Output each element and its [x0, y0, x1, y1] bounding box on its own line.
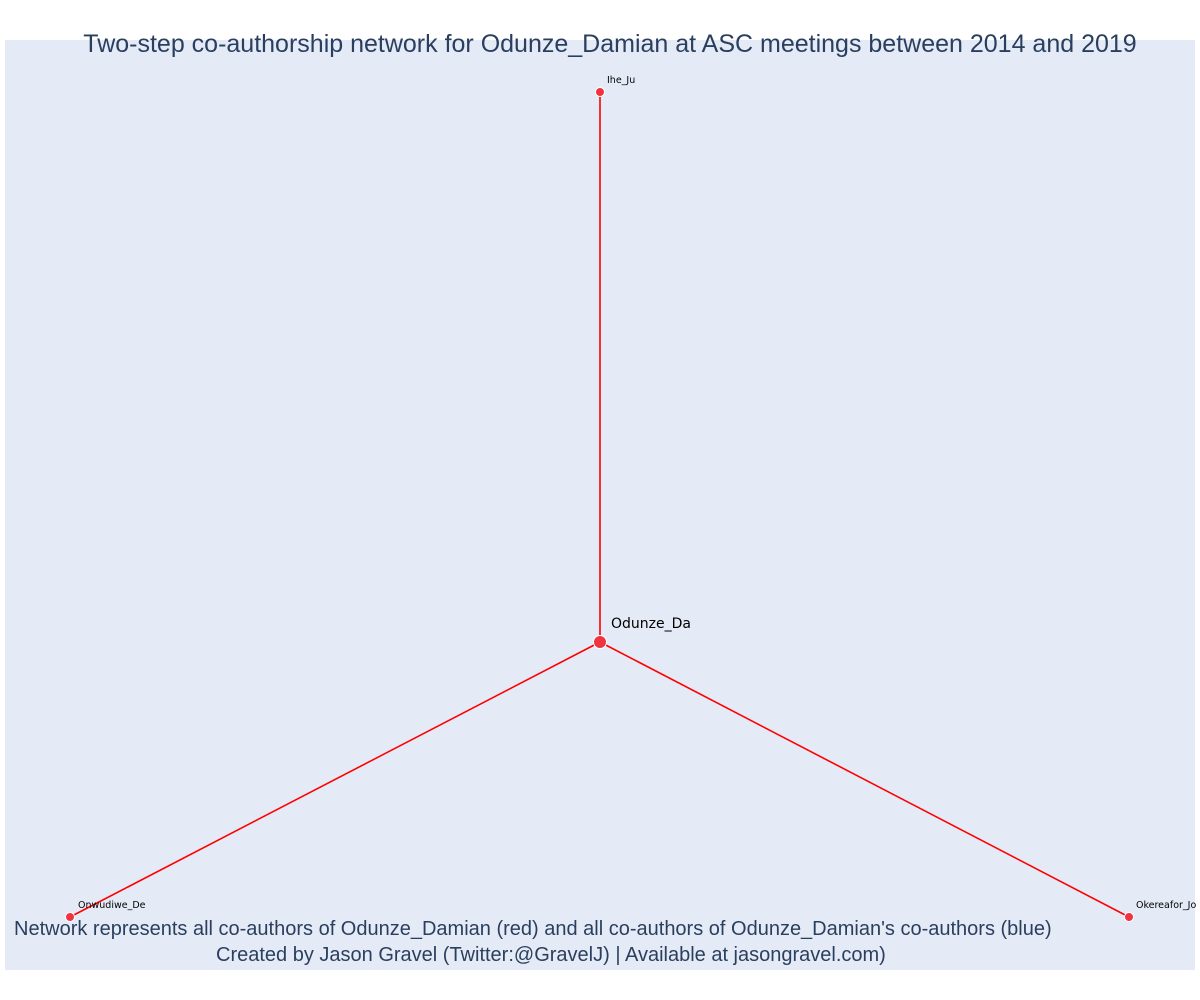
caption-description: Network represents all co-authors of Odu…	[14, 918, 1052, 940]
node-label-okereafor: Okereafor_Jo	[1136, 900, 1196, 911]
node-okereafor[interactable]	[1124, 912, 1134, 922]
edge-odunze-onwudiwe	[69, 641, 601, 918]
node-odunze[interactable]	[593, 635, 607, 649]
node-label-ihe: Ihe_Ju	[607, 75, 635, 86]
node-ihe[interactable]	[595, 87, 605, 97]
caption-credit: Created by Jason Gravel (Twitter:@Gravel…	[216, 944, 886, 966]
edge-odunze-okereafor	[599, 641, 1130, 918]
labels-layer: Odunze_Da Ihe_Ju Onwudiwe_De Okereafor_Jo	[78, 75, 1196, 911]
nodes-layer	[65, 87, 1134, 922]
node-label-onwudiwe: Onwudiwe_De	[78, 900, 146, 911]
chart-title: Two-step co-authorship network for Odunz…	[83, 30, 1137, 58]
node-label-odunze: Odunze_Da	[611, 616, 691, 632]
node-onwudiwe[interactable]	[65, 912, 75, 922]
edges-layer	[69, 92, 1130, 918]
